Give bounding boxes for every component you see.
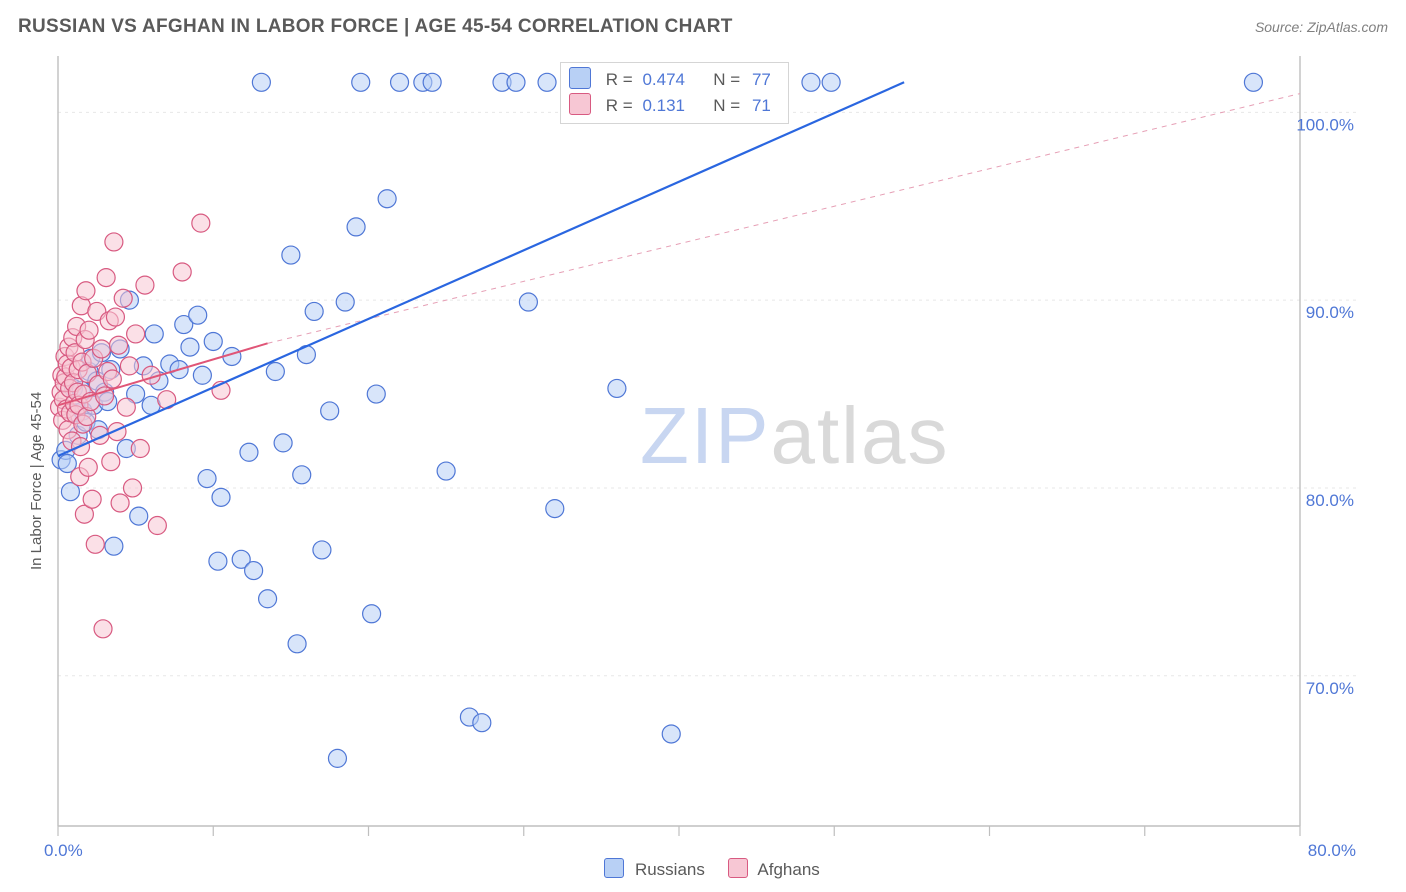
y-axis-label: In Labor Force | Age 45-54 <box>28 392 45 570</box>
legend-n-label: N = <box>713 67 747 93</box>
series-legend: Russians Afghans <box>0 858 1406 880</box>
legend-n-label: N = <box>713 93 747 119</box>
legend-label-russians: Russians <box>635 860 705 879</box>
legend-swatch-russians-icon <box>604 858 624 878</box>
legend-r-label: R = <box>606 67 638 93</box>
legend-swatch-afghans-icon <box>569 93 591 115</box>
legend-swatch-afghans-icon <box>728 858 748 878</box>
legend-r-label: R = <box>606 93 638 119</box>
svg-text:70.0%: 70.0% <box>1306 679 1354 698</box>
svg-text:80.0%: 80.0% <box>1306 491 1354 510</box>
legend-label-afghans: Afghans <box>757 860 819 879</box>
correlation-legend: R = 0.474 N = 77 R = 0.131 N = 71 <box>560 62 789 124</box>
legend-r-value-afghans: 0.131 <box>642 93 698 119</box>
legend-swatch-russians-icon <box>569 67 591 89</box>
legend-n-value-afghans: 71 <box>752 93 780 119</box>
legend-r-value-russians: 0.474 <box>642 67 698 93</box>
legend-n-value-russians: 77 <box>752 67 780 93</box>
svg-text:90.0%: 90.0% <box>1306 303 1354 322</box>
svg-text:100.0%: 100.0% <box>1296 115 1354 134</box>
legend-row-russians: R = 0.474 N = 77 <box>569 67 780 93</box>
legend-row-afghans: R = 0.131 N = 71 <box>569 93 780 119</box>
correlation-chart: 70.0%80.0%90.0%100.0% 0.0%80.0% <box>0 0 1406 892</box>
